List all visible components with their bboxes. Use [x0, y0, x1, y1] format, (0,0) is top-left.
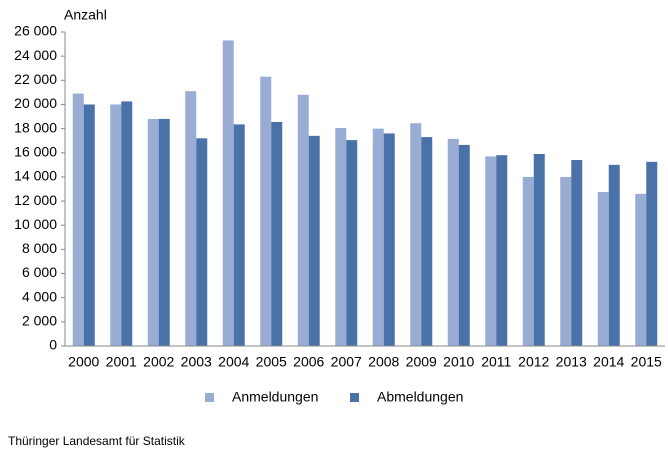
bar [635, 193, 647, 346]
x-tick-label: 2003 [181, 354, 212, 370]
x-tick-label: 2001 [106, 354, 137, 370]
x-tick-label: 2005 [256, 354, 287, 370]
bar [196, 138, 208, 346]
bar [222, 40, 234, 346]
bar [560, 176, 572, 346]
x-tick-label: 2007 [331, 354, 362, 370]
y-tick-label: 24 000 [14, 47, 57, 63]
bar [447, 138, 459, 346]
bar [147, 118, 159, 346]
y-tick-label: 22 000 [14, 71, 57, 87]
y-tick-label: 20 000 [14, 95, 57, 111]
bar [597, 192, 609, 346]
bar [485, 156, 497, 346]
y-tick-label: 14 000 [14, 168, 57, 184]
x-tick-label: 2015 [631, 354, 662, 370]
bar [308, 135, 320, 346]
bar [608, 164, 620, 346]
source: Thüringer Landesamt für Statistik [8, 434, 186, 448]
legend-swatch [205, 393, 214, 402]
bar [496, 155, 508, 346]
y-tick-label: 18 000 [14, 119, 57, 135]
bar [271, 121, 283, 346]
y-tick-label: 12 000 [14, 192, 57, 208]
x-tick-label: 2014 [593, 354, 624, 370]
bar [421, 137, 433, 346]
x-tick-label: 2011 [481, 354, 511, 370]
bar [260, 76, 272, 346]
bar [233, 124, 245, 346]
bar [646, 161, 658, 346]
y-tick-label: 2 000 [22, 313, 57, 329]
y-tick-label: 8 000 [22, 240, 57, 256]
y-axis-label: Anzahl [64, 7, 107, 23]
bar [372, 128, 384, 346]
bar [83, 104, 95, 346]
y-tick-label: 4 000 [22, 288, 57, 304]
x-tick-label: 2012 [518, 354, 549, 370]
x-tick-label: 2002 [143, 354, 174, 370]
y-tick-label: 0 [49, 337, 57, 353]
bar [458, 144, 470, 346]
y-tick-label: 26 000 [14, 23, 57, 39]
y-tick-label: 16 000 [14, 143, 57, 159]
bar [533, 153, 545, 346]
bar [383, 133, 395, 346]
y-tick-label: 6 000 [22, 264, 57, 280]
bar [410, 123, 422, 346]
bar [335, 128, 347, 346]
x-tick-label: 2004 [218, 354, 249, 370]
bar [110, 104, 122, 346]
legend-swatch [350, 393, 359, 402]
x-tick-label: 2006 [293, 354, 324, 370]
bar [522, 176, 534, 346]
bar [346, 140, 358, 346]
legend-label: Abmeldungen [377, 389, 463, 405]
x-tick-label: 2009 [406, 354, 437, 370]
bar [72, 93, 84, 346]
x-tick-label: 2008 [368, 354, 399, 370]
y-tick-label: 10 000 [14, 216, 57, 232]
bar [121, 101, 133, 346]
bar [297, 94, 309, 346]
x-tick-label: 2000 [68, 354, 99, 370]
legend-label: Anmeldungen [232, 389, 318, 405]
bar [158, 118, 170, 346]
x-tick-label: 2010 [443, 354, 474, 370]
bar [185, 91, 197, 346]
bar [571, 160, 583, 346]
x-tick-label: 2013 [556, 354, 587, 370]
